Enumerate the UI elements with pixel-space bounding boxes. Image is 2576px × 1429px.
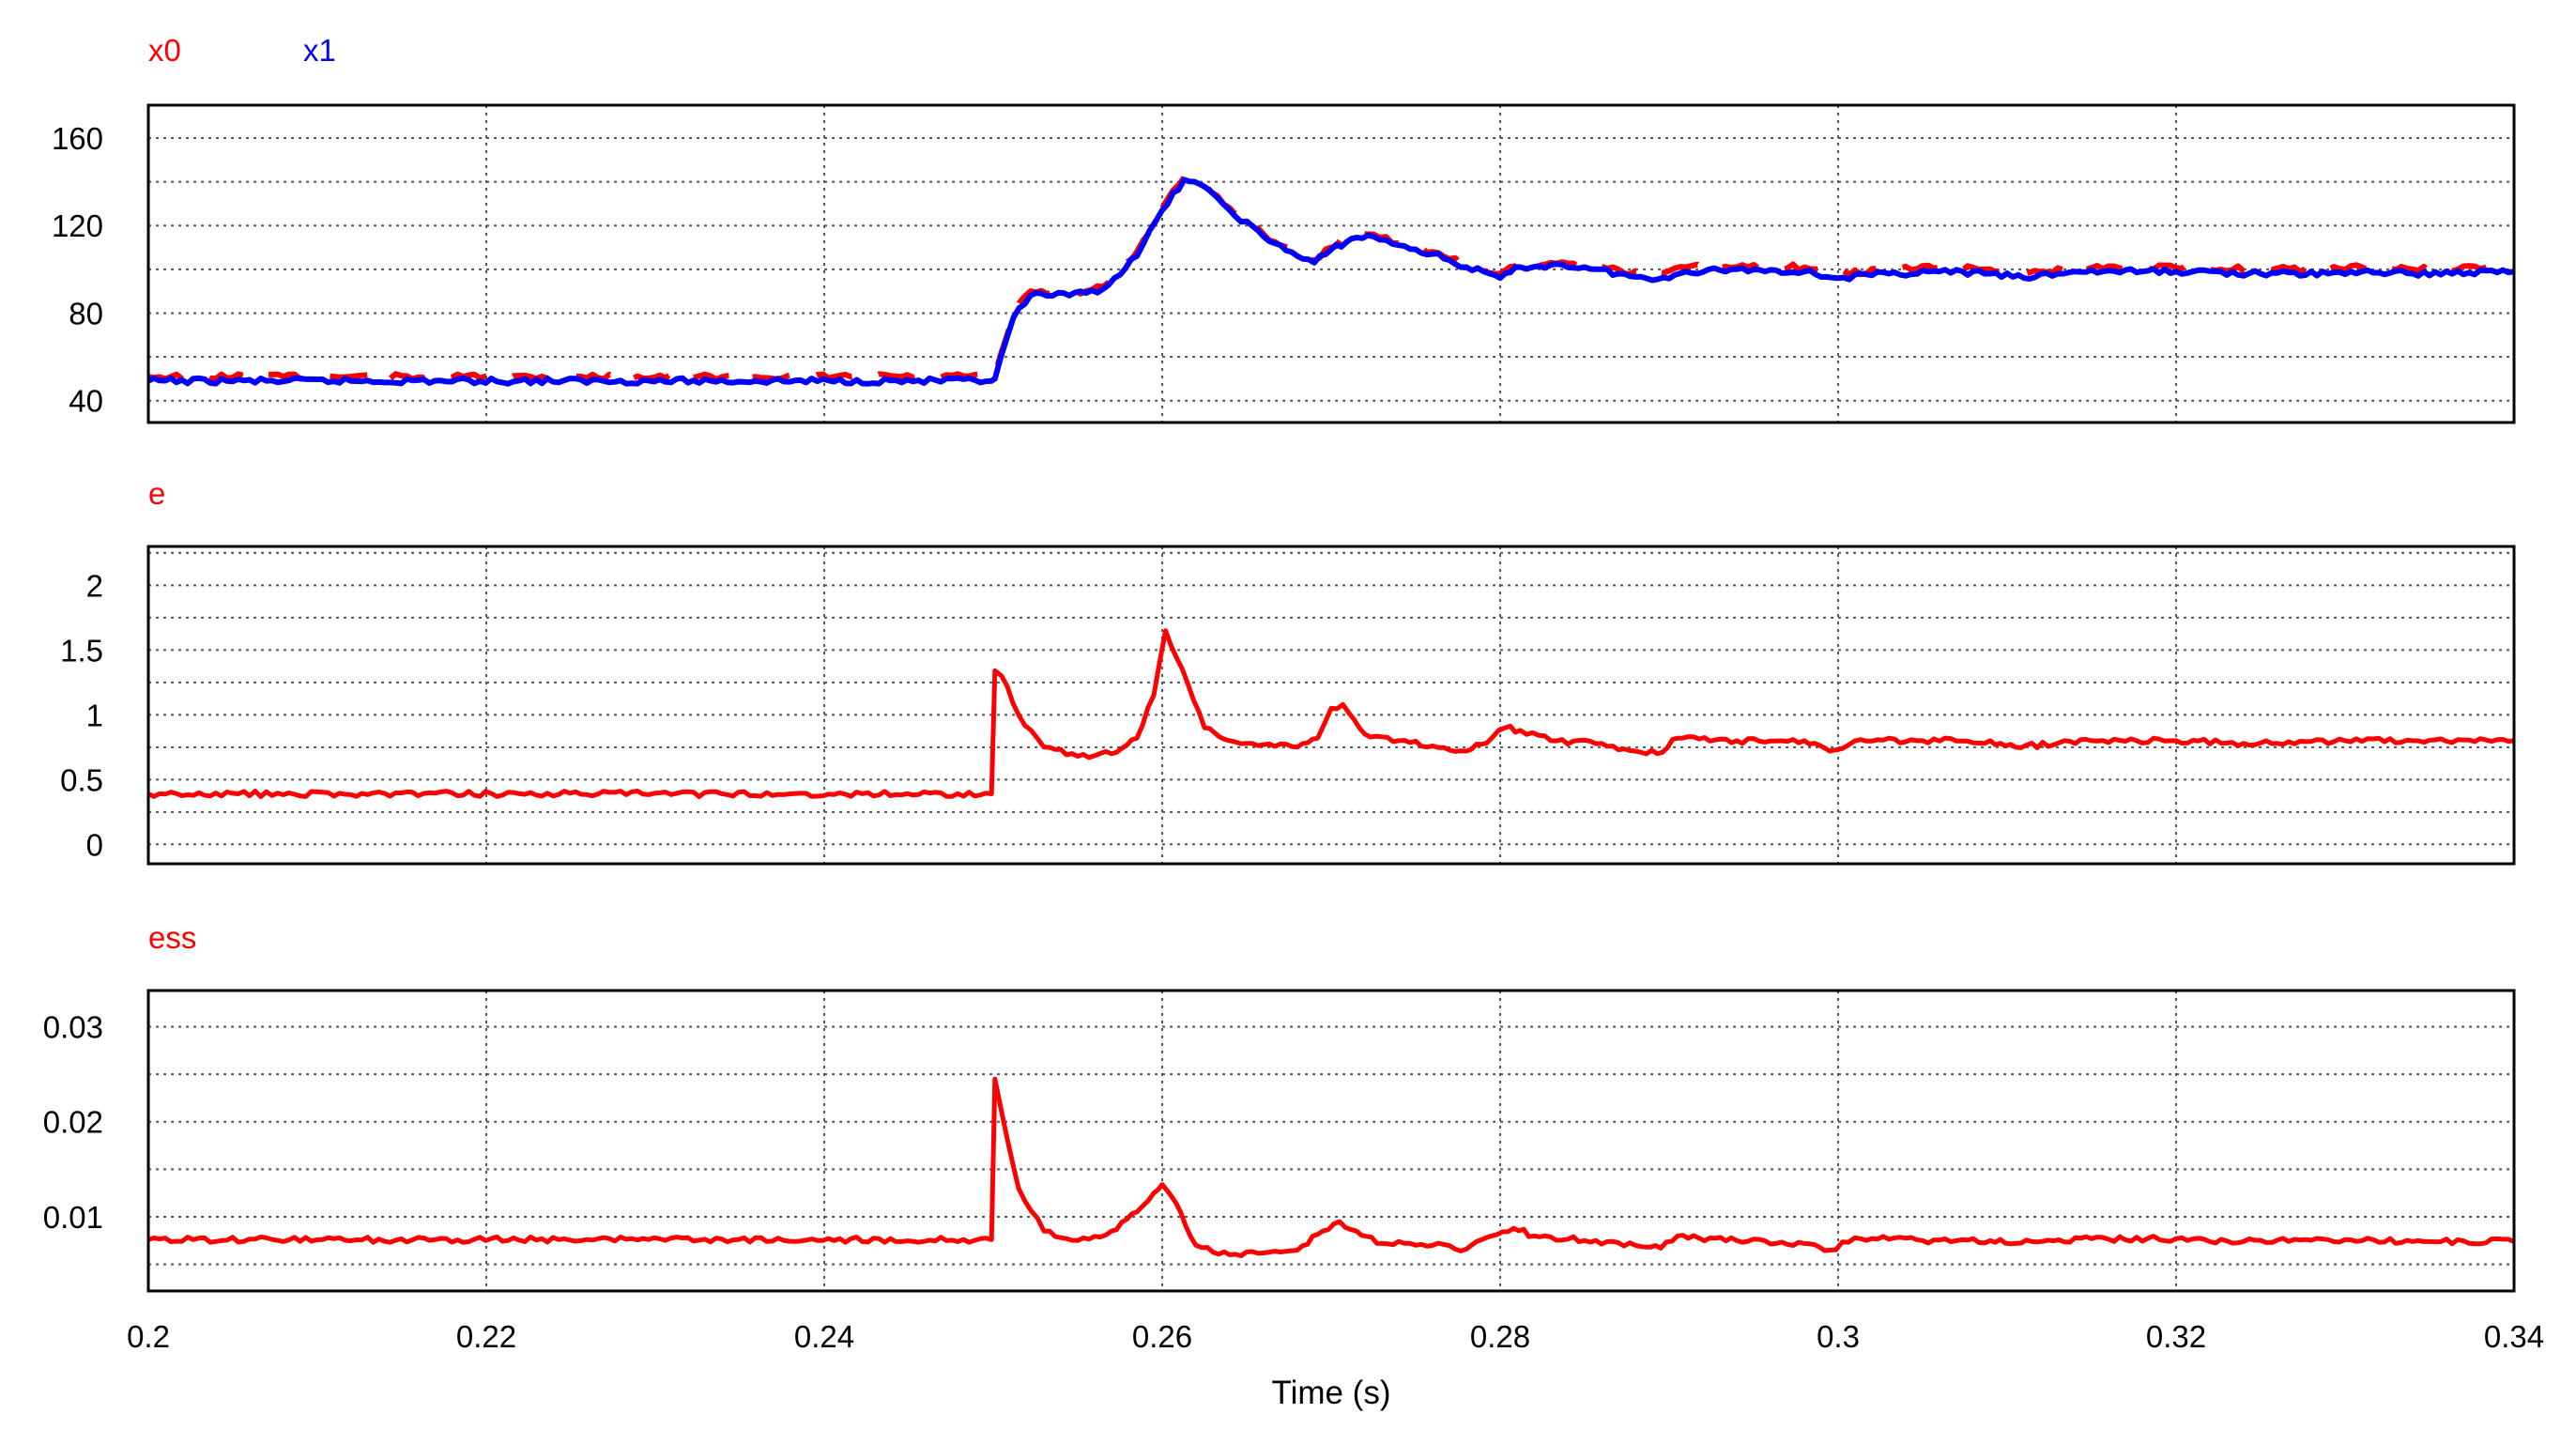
legend-entry-x1: x1 [303, 33, 336, 68]
series-line-x1 [148, 177, 2514, 387]
y-tick-label: 1.5 [60, 633, 103, 668]
x-tick-label: 0.3 [1817, 1319, 1860, 1354]
y-tick-label: 40 [69, 384, 103, 419]
x-tick-label: 0.34 [2484, 1319, 2544, 1354]
series-line-e [148, 628, 2514, 799]
x-tick-label: 0.24 [794, 1319, 854, 1354]
x-tick-label: 0.32 [2146, 1319, 2206, 1354]
y-tick-label: 0.02 [43, 1105, 103, 1140]
y-tick-label: 0.03 [43, 1009, 103, 1044]
plot-frame [146, 545, 2516, 866]
y-tick-label: 160 [52, 121, 103, 156]
x-tick-label: 0.2 [127, 1319, 170, 1354]
plot-frame [146, 989, 2516, 1293]
legend-entry-x0: x0 [148, 33, 181, 68]
panel-1: 40 80 120 160 x0 x1 [52, 33, 2516, 424]
series-line-x0 [148, 174, 2514, 382]
y-tick-label: 0.01 [43, 1200, 103, 1235]
x-axis-title: Time (s) [1271, 1375, 1390, 1411]
y-tick-label: 0.5 [60, 762, 103, 797]
y-tick-label: 1 [86, 698, 103, 732]
y-tick-label: 0 [86, 827, 103, 862]
panel-3: 0.01 0.02 0.03 ess 0.2 0.22 0.24 0.26 0.28 0.3 0.3… [43, 920, 2544, 1411]
y-tick-label: 2 [86, 568, 103, 603]
legend-entry-ess: ess [148, 920, 196, 955]
plot-frame [146, 103, 2516, 424]
y-tick-label: 120 [52, 208, 103, 243]
x-tick-label: 0.22 [456, 1319, 516, 1354]
legend-entry-e: e [148, 476, 165, 511]
x-tick-label: 0.28 [1470, 1319, 1530, 1354]
y-tick-label: 80 [69, 296, 103, 330]
panel-2: 0 0.5 1 1.5 2 e [60, 476, 2516, 866]
x-tick-label: 0.26 [1132, 1319, 1192, 1354]
series-line-ess [148, 1076, 2514, 1258]
